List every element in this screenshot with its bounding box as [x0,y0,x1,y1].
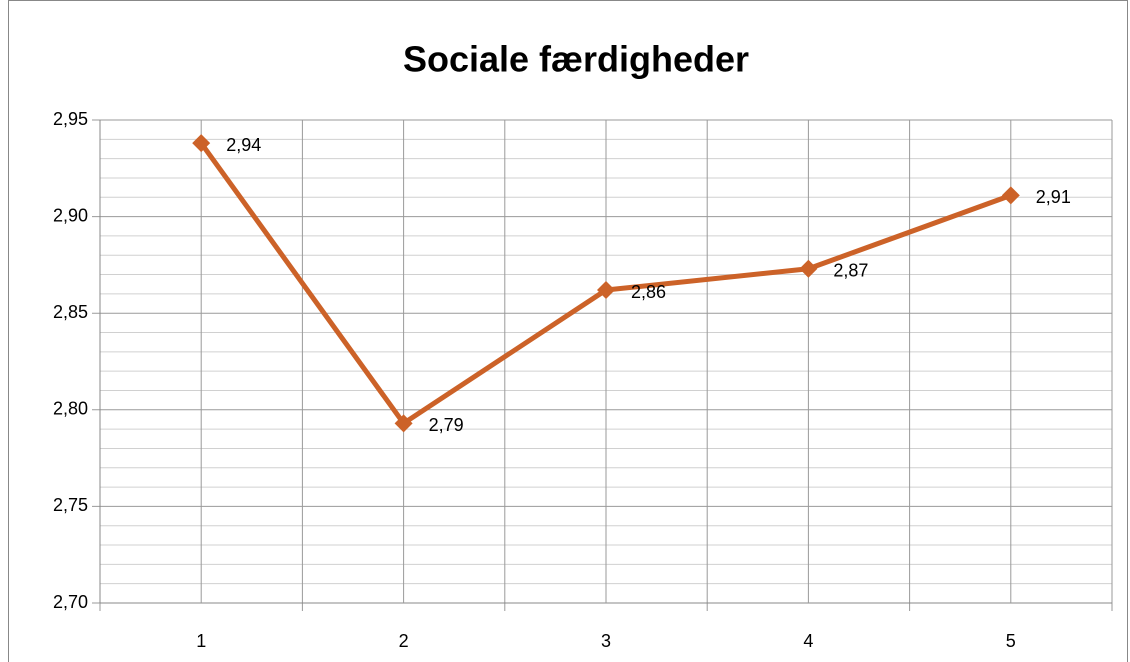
chart-title: Sociale færdigheder [403,39,749,80]
marker [1001,186,1020,205]
data-label: 2,91 [1036,187,1071,207]
data-label: 2,86 [631,282,666,302]
y-tick-label: 2,75 [53,495,88,515]
y-tick-label: 2,90 [53,205,88,225]
y-tick-label: 2,70 [53,592,88,612]
marker [192,134,211,153]
data-label: 2,79 [429,415,464,435]
chart-frame [8,0,1128,662]
x-tick-label: 4 [803,631,813,651]
y-tick-label: 2,95 [53,109,88,129]
x-tick-label: 2 [399,631,409,651]
data-label: 2,87 [833,261,868,281]
marker [799,259,818,278]
marker [597,281,615,300]
marker [394,414,413,433]
data-label: 2,94 [226,135,261,155]
x-tick-label: 5 [1006,631,1016,651]
y-tick-label: 2,80 [53,399,88,419]
x-tick-label: 3 [601,631,611,651]
y-tick-label: 2,85 [53,302,88,322]
x-tick-label: 1 [196,631,206,651]
